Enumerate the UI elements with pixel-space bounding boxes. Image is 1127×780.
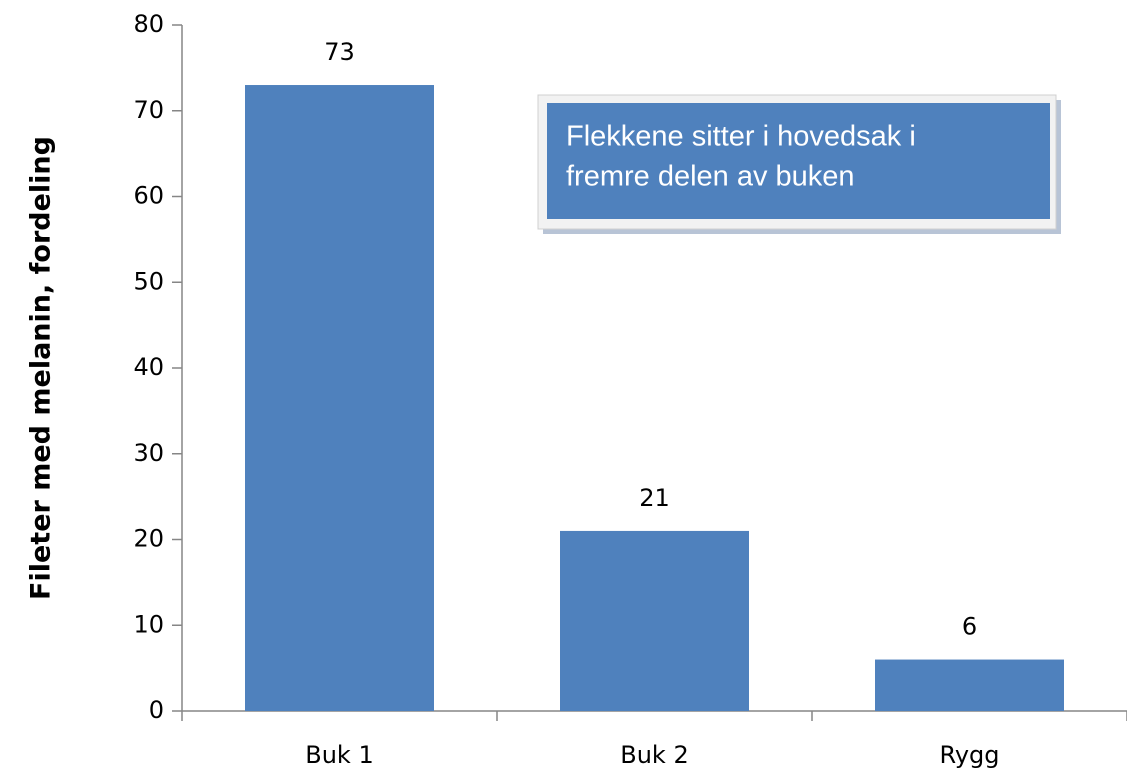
y-axis-label: Fileter med melanin, fordeling: [26, 136, 57, 600]
bar: [245, 85, 434, 711]
y-tick-label: 0: [149, 696, 164, 724]
y-tick-label: 60: [133, 182, 164, 210]
y-tick-label: 30: [133, 439, 164, 467]
annotation-text: Flekkene sitter i hovedsak i: [566, 121, 916, 153]
y-tick-label: 20: [133, 525, 164, 553]
data-label: 6: [962, 613, 977, 641]
x-tick-label: Buk 1: [305, 741, 373, 769]
y-tick-label: 40: [133, 353, 164, 381]
bar: [875, 659, 1064, 711]
y-tick-label: 10: [133, 610, 164, 638]
data-label: 21: [639, 484, 670, 512]
y-tick-label: 80: [133, 10, 164, 38]
x-tick-label: Rygg: [939, 741, 999, 769]
annotation-box: [547, 103, 1050, 219]
data-label: 73: [324, 38, 355, 66]
x-tick-label: Buk 2: [620, 741, 688, 769]
annotation-text: fremre delen av buken: [566, 161, 855, 193]
bar: [560, 530, 749, 711]
y-tick-label: 70: [133, 96, 164, 124]
y-tick-label: 50: [133, 267, 164, 295]
